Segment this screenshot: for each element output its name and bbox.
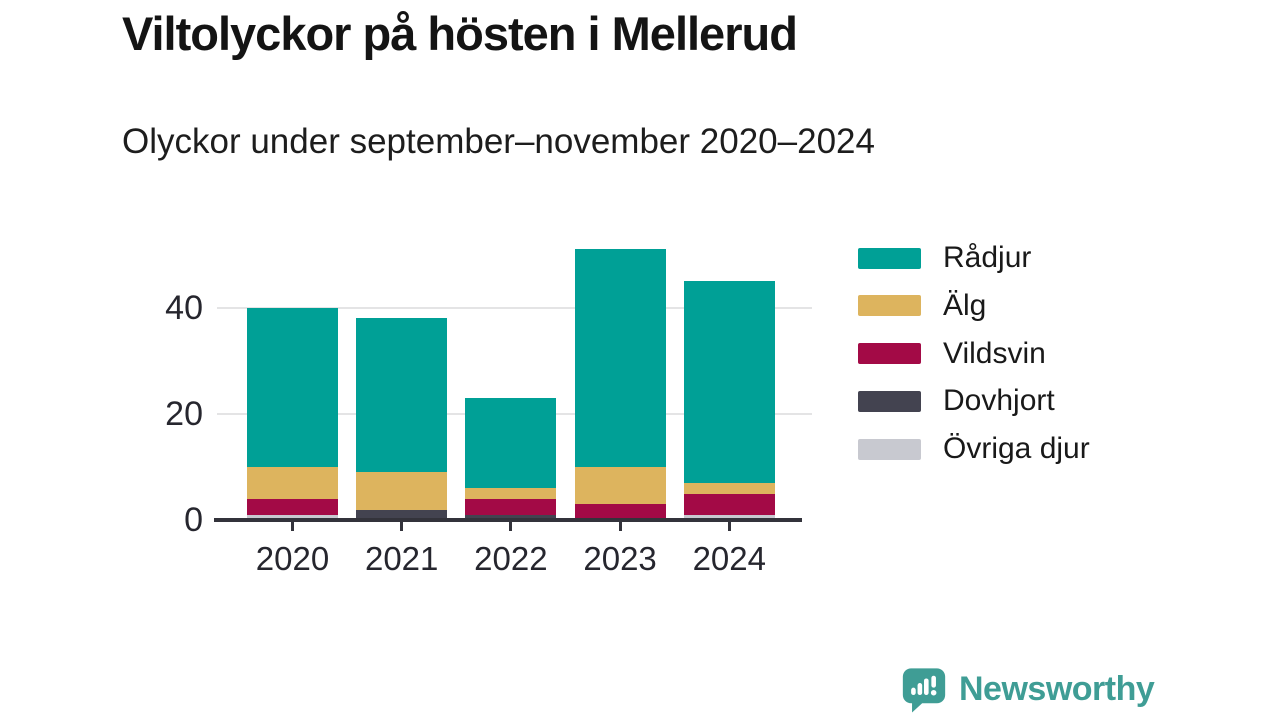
chart-subtitle: Olyckor under september–november 2020–20…	[122, 122, 875, 161]
bar-segment-2023-Rådjur	[574, 248, 666, 468]
legend-item-Rådjur: Rådjur	[858, 241, 1031, 274]
legend-label: Vildsvin	[943, 336, 1046, 370]
chart-title: Viltolyckor på hösten i Mellerud	[122, 7, 798, 60]
brand-footer: Newsworthy	[901, 666, 1155, 713]
bar-segment-2023-Älg	[574, 467, 666, 505]
legend-label: Älg	[943, 288, 987, 322]
x-axis-line	[214, 518, 802, 522]
bar-segment-2020-Vildsvin	[247, 499, 338, 515]
y-axis-tick-label: 0	[184, 501, 203, 540]
y-axis-tick-label: 20	[165, 394, 203, 433]
bar-segment-2022-Vildsvin	[465, 499, 557, 515]
bar-segment-2024-Vildsvin	[683, 493, 775, 515]
bar-segment-2021-Rådjur	[356, 318, 448, 473]
legend-label: Rådjur	[943, 241, 1032, 274]
legend-swatch-Dovhjort	[858, 390, 921, 412]
bar-segment-2022-Dovhjort	[465, 514, 557, 521]
legend-item-Älg: Älg	[858, 289, 986, 322]
bar-segment-2022-Rådjur	[465, 397, 557, 489]
gridline-y-40	[217, 306, 812, 309]
bar-segment-2021-Dovhjort	[356, 509, 448, 521]
x-axis-tick-label: 2020	[255, 540, 330, 577]
y-axis-tick-label: 40	[165, 288, 203, 327]
x-axis-tick-mark	[618, 522, 622, 531]
bar-segment-2022-Älg	[465, 488, 557, 499]
bar-segment-2023-Vildsvin	[574, 504, 666, 521]
x-axis-tick-mark	[509, 522, 513, 531]
brand-name: Newsworthy	[959, 670, 1155, 708]
legend-item-Vildsvin: Vildsvin	[858, 337, 1046, 370]
bar-segment-2020-Rådjur	[247, 307, 338, 468]
bar-segment-2024-Rådjur	[683, 280, 775, 484]
bar-segment-2021-Älg	[356, 472, 448, 510]
legend-label: Dovhjort	[943, 384, 1055, 418]
legend-label: Övriga djur	[943, 432, 1090, 466]
bar-segment-2020-Övriga djur	[247, 514, 338, 521]
x-axis-tick-mark	[727, 522, 731, 531]
newsworthy-logo-icon	[902, 668, 946, 713]
legend-swatch-Rådjur	[858, 247, 921, 269]
bar-segment-2020-Älg	[247, 467, 338, 499]
x-axis-tick-label: 2021	[364, 540, 439, 577]
bar-segment-2024-Älg	[683, 483, 775, 494]
x-axis-tick-label: 2022	[474, 540, 548, 577]
legend-swatch-Övriga djur	[858, 438, 921, 460]
x-axis-tick-label: 2024	[692, 540, 766, 577]
x-axis-tick-mark	[291, 522, 294, 531]
x-axis-tick-label: 2023	[583, 540, 657, 577]
legend-swatch-Älg	[858, 295, 921, 317]
x-axis-tick-mark	[400, 522, 404, 531]
legend-item-Övriga djur: Övriga djur	[858, 432, 1090, 465]
legend-item-Dovhjort: Dovhjort	[858, 384, 1055, 417]
bar-segment-2024-Övriga djur	[683, 514, 775, 521]
legend-swatch-Vildsvin	[858, 343, 921, 365]
